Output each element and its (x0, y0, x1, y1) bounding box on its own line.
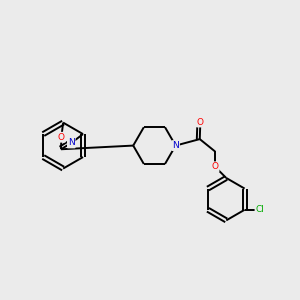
Text: Cl: Cl (256, 205, 264, 214)
Text: O: O (58, 133, 65, 142)
Text: O: O (197, 118, 204, 127)
Text: O: O (212, 162, 219, 171)
Text: N: N (68, 139, 75, 148)
Text: N: N (172, 141, 179, 150)
